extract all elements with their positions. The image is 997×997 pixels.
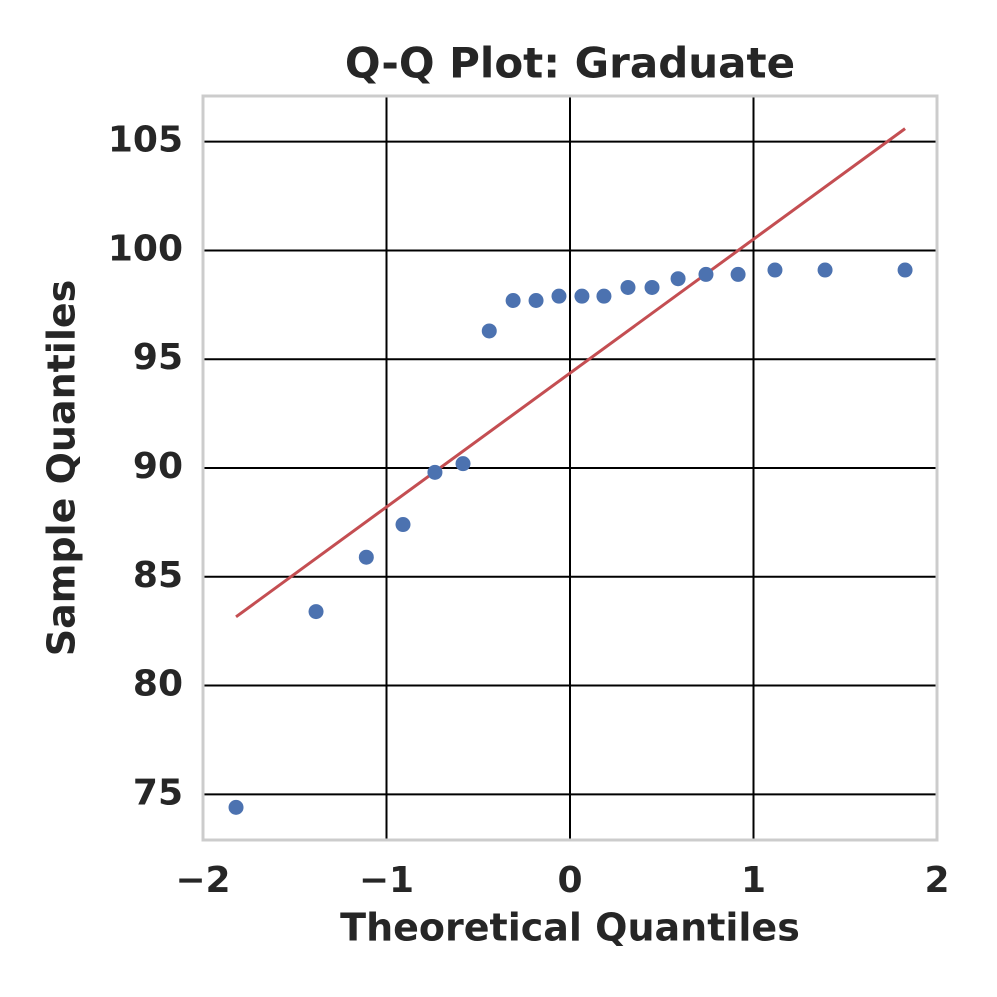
point	[505, 292, 521, 308]
point	[228, 799, 244, 815]
point	[455, 456, 471, 472]
y-tick-label: 80	[133, 664, 183, 705]
point	[730, 266, 746, 282]
x-tick-label: −2	[175, 860, 230, 901]
point	[698, 266, 714, 282]
x-tick-label: 0	[557, 860, 582, 901]
reference-line	[235, 127, 906, 619]
point	[551, 288, 567, 304]
x-tick-label: 2	[924, 860, 949, 901]
point	[670, 271, 686, 287]
point	[528, 292, 544, 308]
x-tick-label: 1	[741, 860, 766, 901]
point	[620, 279, 636, 295]
y-tick-label: 105	[108, 120, 183, 161]
point	[358, 549, 374, 565]
point	[897, 262, 913, 278]
point	[574, 288, 590, 304]
point	[308, 604, 324, 620]
point	[767, 262, 783, 278]
point	[481, 323, 497, 339]
plot-frame	[201, 94, 939, 842]
y-axis-label: Sample Quantiles	[40, 280, 84, 657]
y-tick-label: 90	[133, 446, 183, 487]
point	[644, 279, 660, 295]
point	[596, 288, 612, 304]
point	[817, 262, 833, 278]
y-tick-label: 95	[133, 337, 183, 378]
y-tick-label: 85	[133, 555, 183, 596]
point	[395, 517, 411, 533]
x-axis-label: Theoretical Quantiles	[340, 906, 800, 950]
point	[427, 464, 443, 480]
chart-title: Q-Q Plot: Graduate	[345, 39, 795, 88]
y-tick-label: 75	[133, 772, 183, 813]
y-tick-label: 100	[108, 228, 183, 269]
x-tick-label: −1	[359, 860, 414, 901]
